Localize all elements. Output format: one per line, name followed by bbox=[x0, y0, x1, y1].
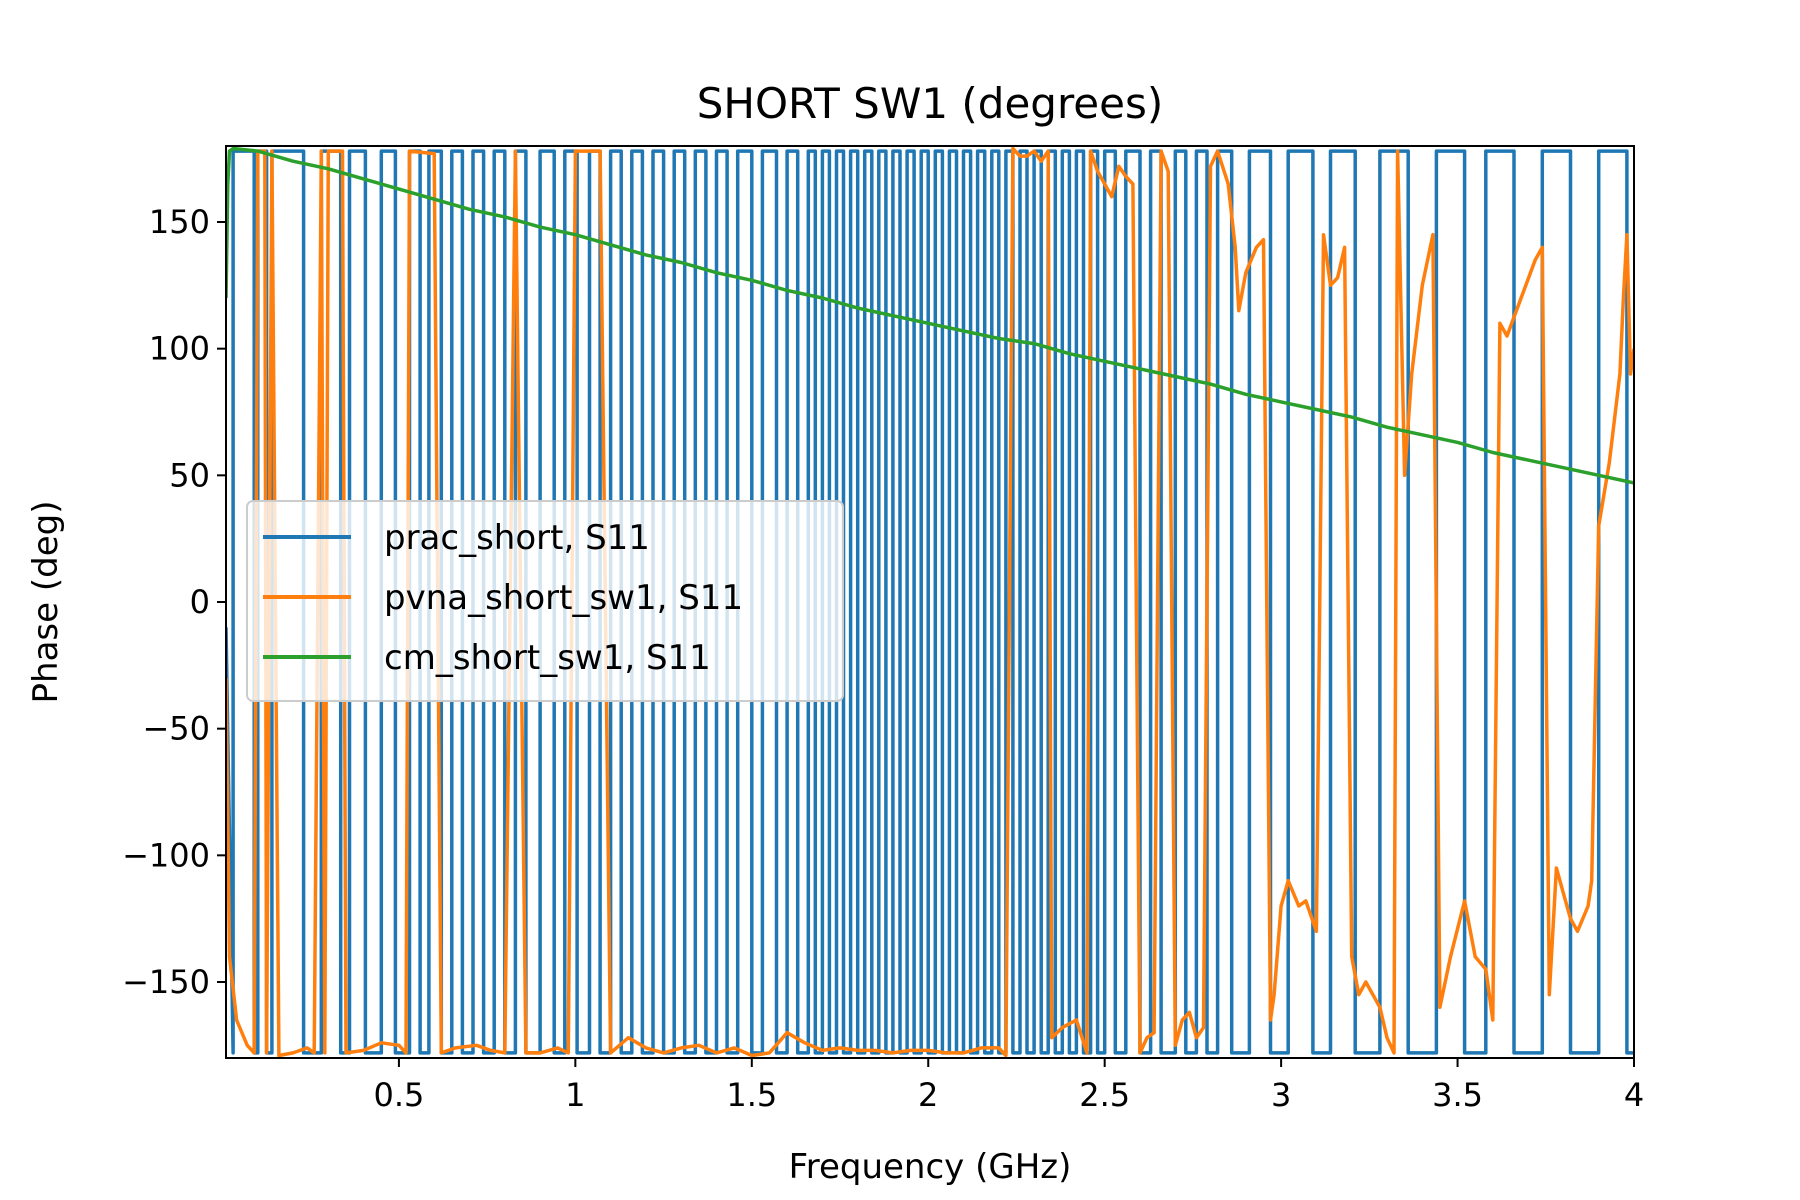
x-tick-label: 4 bbox=[1624, 1076, 1644, 1114]
legend-entry-prac-short: prac_short, S11 bbox=[384, 518, 650, 558]
y-axis: −150 −100 −50 0 50 100 150 bbox=[122, 203, 226, 1001]
x-tick-label: 0.5 bbox=[373, 1076, 424, 1114]
chart-title: SHORT SW1 (degrees) bbox=[697, 79, 1164, 128]
x-tick-label: 2.5 bbox=[1079, 1076, 1130, 1114]
x-tick-label: 1.5 bbox=[726, 1076, 777, 1114]
y-tick-label: −50 bbox=[142, 710, 210, 748]
y-tick-label: 100 bbox=[149, 330, 210, 368]
x-tick-label: 1 bbox=[565, 1076, 585, 1114]
y-tick-label: 150 bbox=[149, 203, 210, 241]
x-tick-label: 2 bbox=[918, 1076, 938, 1114]
cm-short-sw1-series-line bbox=[226, 146, 1634, 485]
legend-box bbox=[246, 500, 844, 702]
y-tick-label: −150 bbox=[122, 963, 210, 1001]
x-axis-label: Frequency (GHz) bbox=[789, 1147, 1072, 1187]
legend: prac_short, S11 pvna_short_sw1, S11 cm_sho… bbox=[246, 500, 844, 702]
x-tick-label: 3.5 bbox=[1432, 1076, 1483, 1114]
x-tick-label: 3 bbox=[1271, 1076, 1291, 1114]
y-tick-label: 50 bbox=[169, 456, 210, 494]
x-axis: 0.5 1 1.5 2 2.5 3 3.5 4 bbox=[373, 1058, 1644, 1114]
legend-entry-pvna-short-sw1: pvna_short_sw1, S11 bbox=[384, 578, 743, 618]
pvna-short-sw1-series-line bbox=[226, 146, 1634, 1058]
y-tick-label: 0 bbox=[190, 583, 210, 621]
legend-entry-cm-short-sw1: cm_short_sw1, S11 bbox=[384, 638, 711, 678]
y-tick-label: −100 bbox=[122, 836, 210, 874]
y-axis-label: Phase (deg) bbox=[26, 501, 66, 704]
